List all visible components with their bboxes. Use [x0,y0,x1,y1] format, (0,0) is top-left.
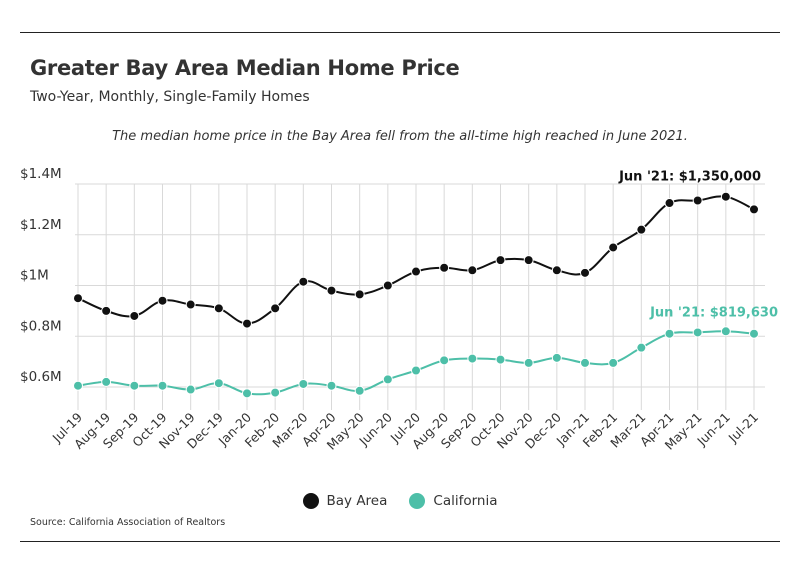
data-point-bay-area [73,293,83,304]
y-tick-label: $1.2M [20,217,62,233]
data-point-california [608,357,619,368]
data-point-bay-area [551,265,562,276]
data-point-bay-area [101,305,112,316]
data-point-california [467,353,478,364]
data-point-california [692,327,703,338]
data-point-california [749,328,759,339]
data-point-bay-area [382,280,393,291]
legend-item-bay-area: Bay Area [302,493,388,509]
data-point-california [720,326,731,337]
legend-swatch-california [409,493,426,509]
chart-note: The median home price in the Bay Area fe… [112,129,688,144]
y-tick-label: $0.8M [20,318,62,334]
legend-label-bay-area: Bay Area [326,493,388,509]
data-point-bay-area [495,255,506,266]
data-point-california [580,357,590,368]
data-point-bay-area [213,303,224,314]
data-point-bay-area [692,195,703,206]
data-point-bay-area [157,295,168,306]
annotation-layer: Jun '21: $1,350,000 Jun '21: $819,630 [618,170,778,321]
data-point-california [270,387,281,398]
data-point-bay-area [411,266,421,277]
data-point-bay-area [185,299,196,310]
grid-layer [75,183,765,410]
y-tick-label: $1.4M [20,166,62,182]
source-note: Source: California Association of Realto… [30,517,226,528]
data-point-bay-area [720,191,731,202]
data-point-california [242,388,252,399]
data-point-california [73,380,83,391]
data-point-bay-area [749,204,759,215]
legend-item-california: California [409,493,498,509]
data-point-california [439,355,450,366]
data-point-california [101,376,112,387]
data-point-bay-area [270,303,281,314]
data-point-bay-area [467,265,478,276]
data-point-california [382,374,393,385]
x-tick-label: Jul-21 [725,410,761,446]
chart-title: Greater Bay Area Median Home Price [30,56,460,80]
data-point-california [129,380,140,391]
annotation-california: Jun '21: $819,630 [649,305,778,320]
y-tick-label: $1M [20,268,49,284]
data-point-california [298,378,309,389]
data-point-bay-area [326,285,337,296]
chart-subtitle: Two-Year, Monthly, Single-Family Homes [30,89,310,105]
data-point-bay-area [664,198,675,209]
annotation-bay-area: Jun '21: $1,350,000 [618,170,761,185]
legend-swatch-bay-area [302,493,319,509]
data-point-bay-area [523,255,534,266]
data-point-bay-area [608,242,619,253]
data-point-bay-area [298,276,309,287]
data-point-california [551,352,562,363]
data-point-california [354,385,365,396]
data-point-california [411,365,421,376]
data-point-california [523,357,534,368]
data-point-bay-area [636,224,647,235]
bottom-rule [20,541,780,542]
data-point-california [213,378,224,389]
data-point-bay-area [439,262,450,273]
series-layer [73,191,759,399]
data-point-california [326,380,337,391]
data-point-california [185,384,196,395]
data-point-bay-area [580,267,590,278]
legend-label-california: California [433,493,498,509]
data-point-bay-area [354,289,365,300]
data-point-bay-area [129,310,140,321]
data-point-california [636,342,647,353]
data-point-california [495,354,506,365]
top-rule [20,32,780,33]
data-point-california [157,380,168,391]
data-point-california [664,328,675,339]
legend: Bay Area California [0,493,800,509]
data-point-bay-area [242,318,252,329]
y-tick-label: $0.6M [20,369,62,385]
